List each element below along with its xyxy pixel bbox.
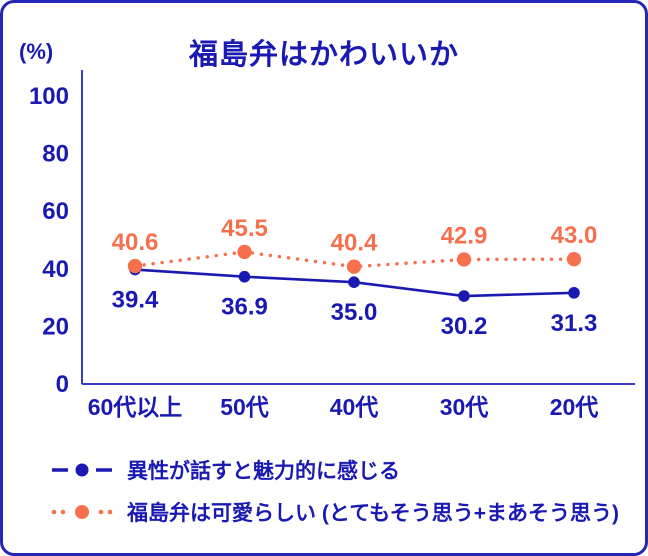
- data-point-marker: [346, 259, 362, 274]
- data-point-marker: [238, 270, 251, 283]
- legend-item-label: 福島弁は可愛らしい (とてもそう思う+まあそう思う): [127, 502, 619, 525]
- chart-title: 福島弁はかわいいか: [188, 39, 459, 71]
- data-point-label: 35.0: [331, 299, 378, 326]
- solid-line-dot-marker-icon: [52, 463, 112, 477]
- y-tick-label: 100: [29, 83, 69, 110]
- y-tick-label: 80: [42, 141, 69, 168]
- y-tick-label: 0: [56, 371, 69, 398]
- legend-item-label: 異性が話すと魅力的に感じる: [127, 460, 400, 483]
- y-tick-label: 60: [42, 198, 69, 225]
- data-point-marker: [456, 252, 472, 267]
- dotted-line-dot-marker-icon: [51, 505, 113, 519]
- data-point-marker: [566, 251, 582, 267]
- x-category-label: 40代: [330, 394, 379, 420]
- data-point-label: 40.6: [112, 229, 159, 256]
- chart-legend: 異性が話すと魅力的に感じる 福島弁は可愛らしい (とてもそう思う+まあそう思う): [51, 455, 619, 527]
- y-axis-unit-label: (%): [19, 39, 54, 64]
- series-line-dotted: [133, 250, 576, 269]
- data-point-label: 40.4: [331, 230, 378, 257]
- data-point-label: 42.9: [441, 222, 488, 249]
- data-point-marker: [568, 287, 580, 299]
- legend-item-orange-series: 福島弁は可愛らしい (とてもそう思う+まあそう思う): [51, 497, 619, 527]
- data-point-marker: [127, 258, 143, 274]
- legend-item-blue-series: 異性が話すと魅力的に感じる: [51, 455, 619, 485]
- y-tick-label: 40: [42, 256, 69, 283]
- data-point-label: 43.0: [551, 222, 598, 249]
- x-category-label: 60代以上: [88, 394, 183, 420]
- x-category-label: 30代: [440, 394, 489, 420]
- data-point-label: 31.3: [551, 310, 598, 337]
- y-tick-label: 20: [42, 313, 69, 340]
- data-point-marker: [237, 244, 252, 260]
- data-point-label: 39.4: [112, 287, 159, 314]
- data-point-label: 36.9: [221, 294, 268, 321]
- data-point-marker: [348, 276, 360, 289]
- x-category-label: 20代: [550, 394, 599, 420]
- data-point-label: 30.2: [441, 313, 488, 340]
- line-chart-plot: 0 20 40 60 80 100 60代以上 50代 40代 30代 20代 39.4 36.9 35.…: [29, 70, 635, 420]
- x-category-label: 50代: [220, 394, 269, 420]
- data-point-label: 45.5: [221, 215, 268, 242]
- data-point-marker: [458, 290, 470, 302]
